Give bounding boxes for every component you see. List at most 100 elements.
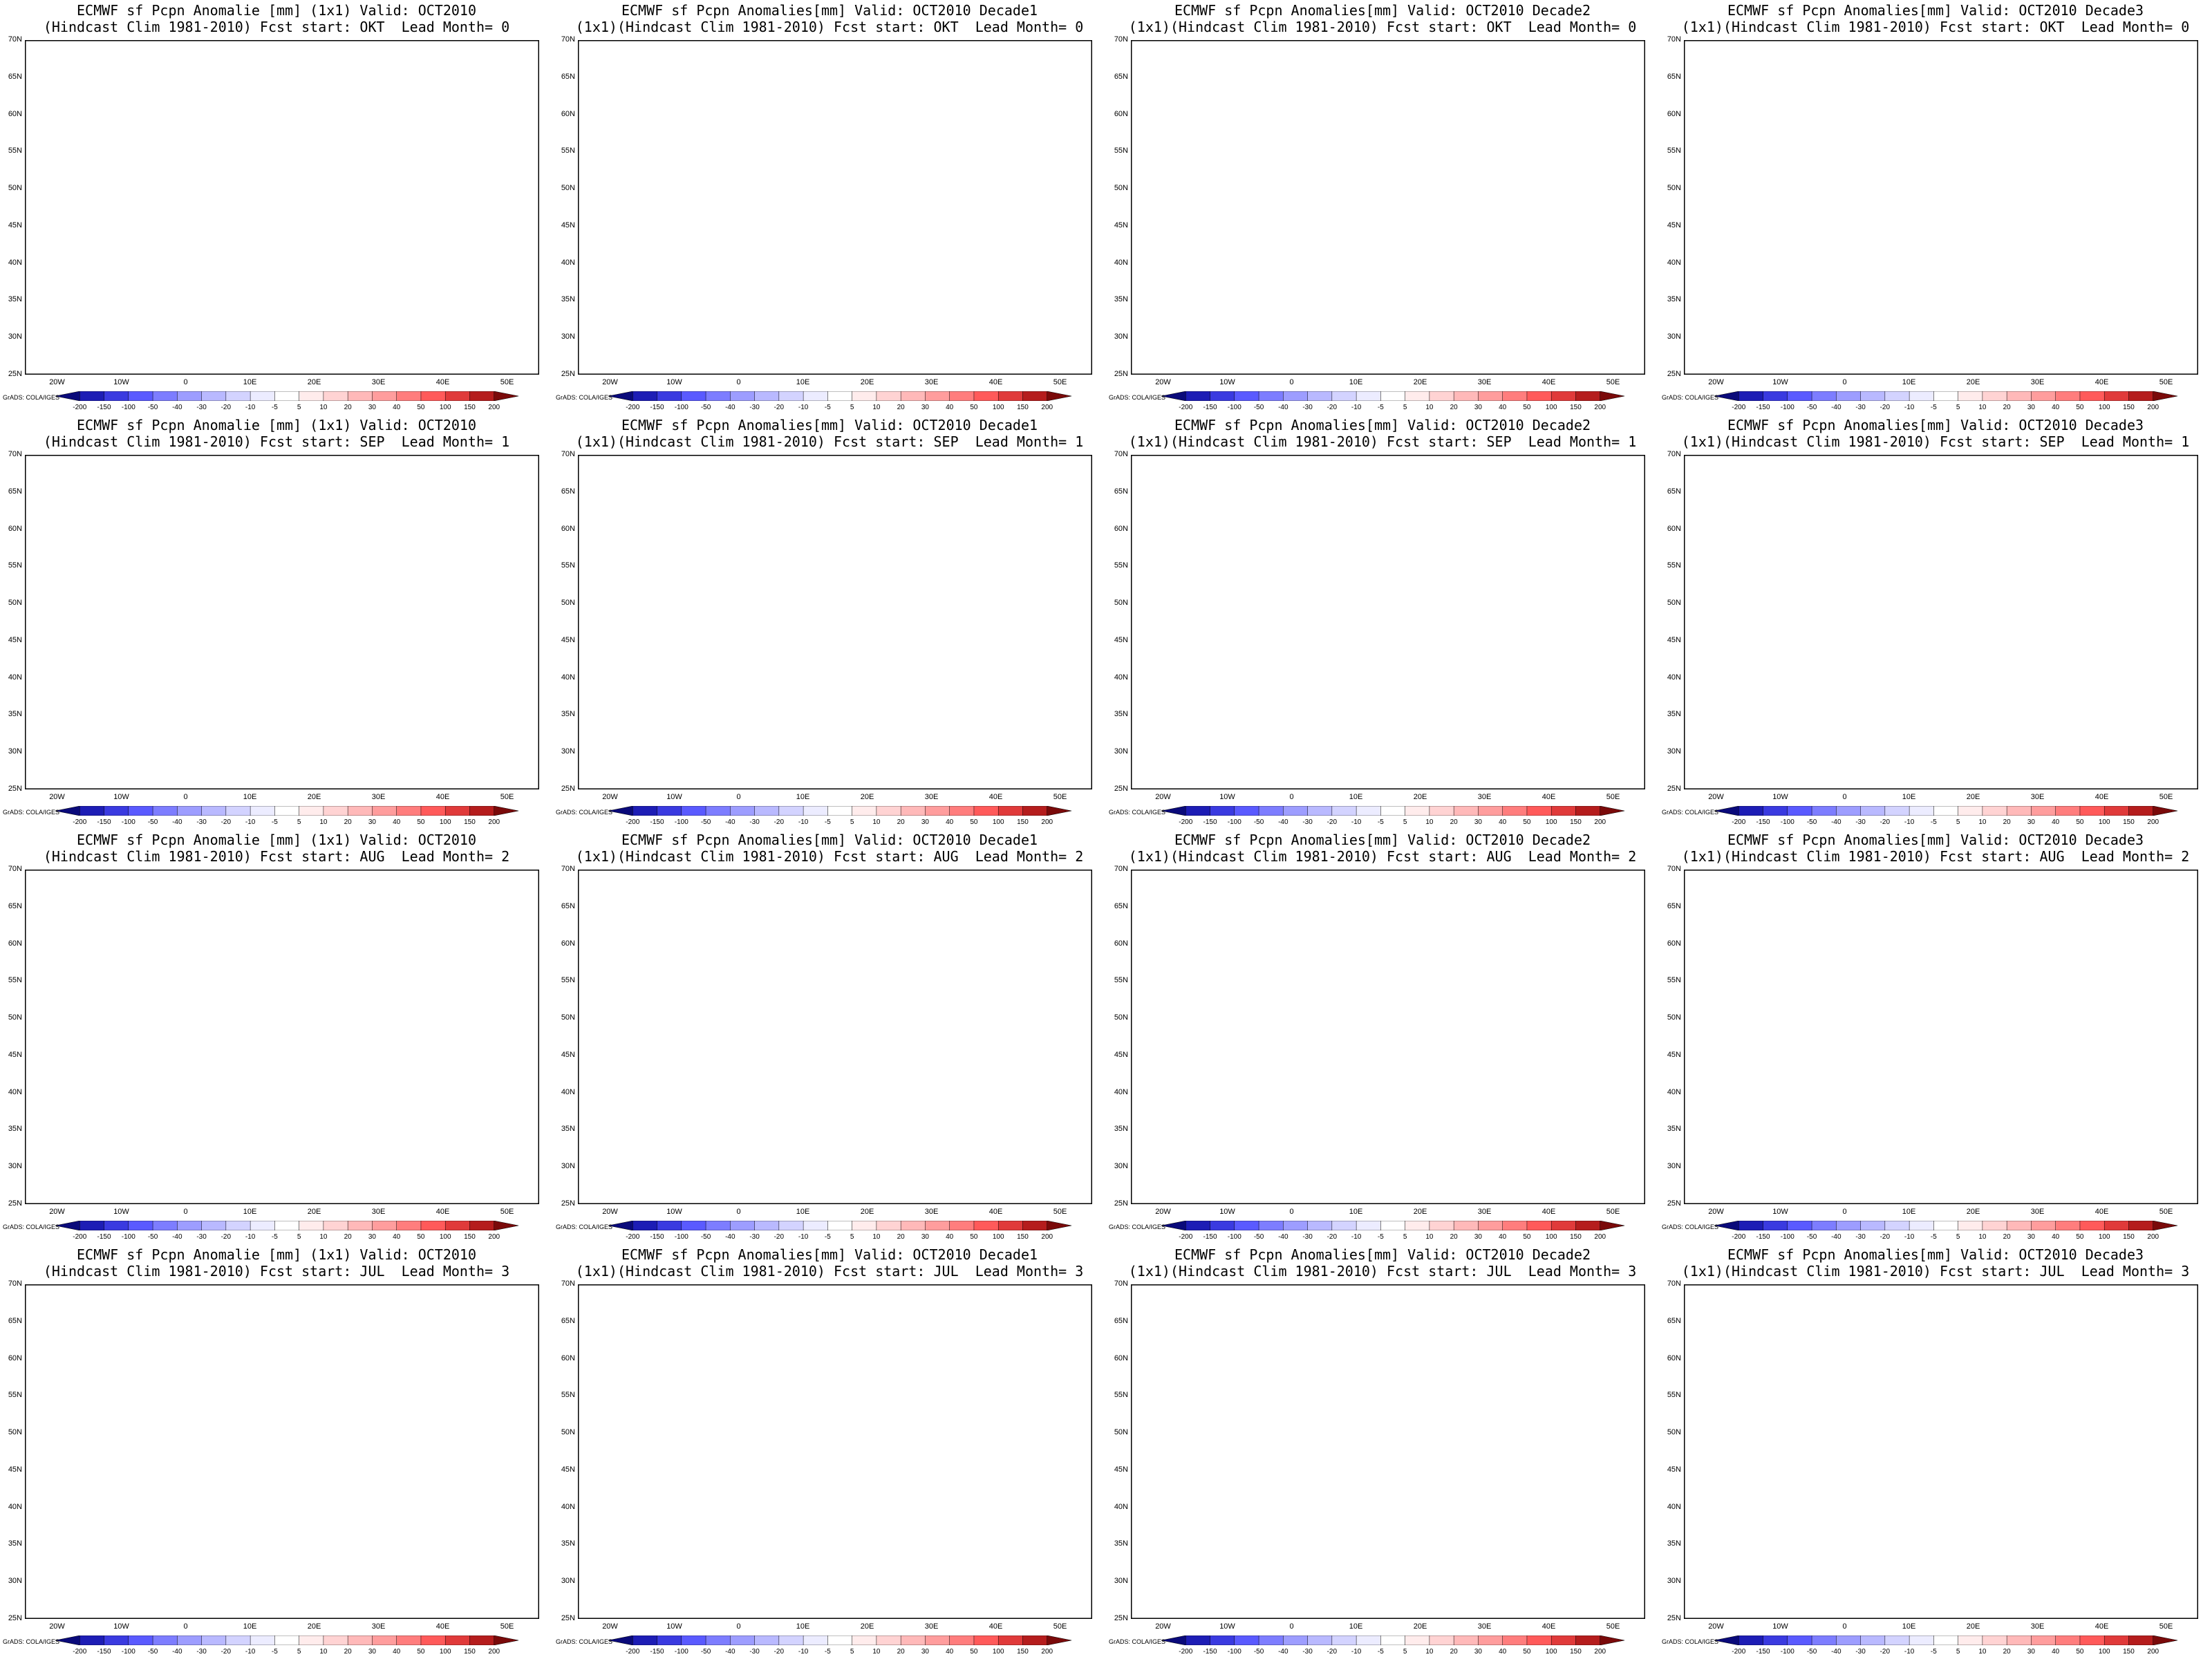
colorbar-tick-label: -100 bbox=[1227, 404, 1241, 411]
longitude-label: 20E bbox=[860, 793, 874, 801]
colorbar-swatch bbox=[2103, 391, 2130, 401]
colorbar-tick-label: -200 bbox=[1732, 1648, 1746, 1656]
panel-title: ECMWF sf Pcpn Anomalie [mm] (1x1) Valid:… bbox=[77, 1246, 476, 1263]
colorbar-tick-label: 100 bbox=[439, 1233, 451, 1241]
latitude-label: 60N bbox=[1667, 939, 1681, 948]
forecast-panel: ECMWF sf Pcpn Anomalies[mm] Valid: OCT20… bbox=[553, 830, 1106, 1244]
colorbar-tick-label: -20 bbox=[1327, 1648, 1338, 1656]
colorbar-tick-label: -100 bbox=[674, 1648, 688, 1656]
colorbar-swatch bbox=[250, 806, 276, 816]
colorbar bbox=[1161, 1221, 1624, 1230]
colorbar bbox=[55, 1635, 518, 1645]
latitude-label: 25N bbox=[561, 785, 575, 793]
latitude-label: 30N bbox=[561, 332, 575, 341]
colorbar-swatch bbox=[1550, 806, 1577, 816]
colorbar-swatch bbox=[681, 806, 706, 816]
longitude-label: 10W bbox=[1219, 378, 1235, 386]
colorbar-swatch bbox=[730, 806, 756, 816]
anomaly-map bbox=[1684, 870, 2198, 1204]
longitude-label: 20E bbox=[1966, 1208, 1980, 1216]
colorbar-tick-label: 50 bbox=[1523, 1233, 1531, 1241]
colorbar-swatch bbox=[632, 391, 658, 401]
latitude-label: 50N bbox=[8, 1428, 22, 1437]
colorbar-tick-label: -10 bbox=[245, 818, 256, 826]
colorbar-swatch bbox=[347, 391, 373, 401]
colorbar-tick-label: -30 bbox=[1302, 404, 1313, 411]
colorbar-swatch bbox=[420, 806, 446, 816]
colorbar-swatch bbox=[1811, 806, 1837, 816]
longitude-label: 10E bbox=[796, 793, 810, 801]
latitude-label: 40N bbox=[1114, 1502, 1128, 1511]
longitude-label: 30E bbox=[2030, 793, 2045, 801]
longitude-label: 50E bbox=[1053, 1208, 1067, 1216]
colorbar-tick-label: 30 bbox=[2027, 1648, 2035, 1656]
colorbar-tick-label: -5 bbox=[1377, 1648, 1384, 1656]
colorbar-swatch bbox=[1738, 806, 1764, 816]
latitude-label: 55N bbox=[1667, 1391, 1681, 1400]
colorbar-tick-label: 200 bbox=[1594, 1233, 1606, 1241]
colorbar-tick-label: -40 bbox=[172, 404, 182, 411]
colorbar-swatch bbox=[705, 391, 731, 401]
colorbar-swatch bbox=[420, 391, 446, 401]
longitude-label: 40E bbox=[1541, 793, 1556, 801]
longitude-label: 20W bbox=[602, 1208, 618, 1216]
longitude-label: 50E bbox=[2159, 793, 2173, 801]
colorbar-tick-label: -40 bbox=[725, 404, 735, 411]
colorbar-tick-label: 20 bbox=[2003, 404, 2011, 411]
colorbar-swatch bbox=[827, 806, 853, 816]
longitude-label: 40E bbox=[988, 1208, 1003, 1216]
colorbar-tick-label: -150 bbox=[650, 404, 664, 411]
colorbar-tick-label: 150 bbox=[464, 1233, 476, 1241]
latitude-label: 55N bbox=[561, 976, 575, 985]
latitude-label: 40N bbox=[1667, 673, 1681, 682]
colorbar-swatch bbox=[79, 1221, 105, 1230]
colorbar-swatch bbox=[1575, 1635, 1601, 1645]
latitude-label: 50N bbox=[561, 1013, 575, 1022]
latitude-label: 65N bbox=[8, 1316, 22, 1325]
colorbar-tick-label: 20 bbox=[344, 818, 352, 826]
longitude-label: 40E bbox=[435, 1622, 450, 1631]
latitude-label: 30N bbox=[1114, 332, 1128, 341]
latitude-label: 55N bbox=[561, 1391, 575, 1400]
colorbar-tick-label: -5 bbox=[824, 1648, 831, 1656]
panel-subtitle: (Hindcast Clim 1981-2010) Fcst start: JU… bbox=[43, 1263, 510, 1280]
colorbar-tick-label: 40 bbox=[1499, 1648, 1507, 1656]
colorbar-tick-label: 100 bbox=[2098, 1233, 2110, 1241]
colorbar-tick-label: 50 bbox=[1523, 1648, 1531, 1656]
colorbar-tick-label: 5 bbox=[1956, 404, 1960, 411]
colorbar-swatch bbox=[1763, 391, 1788, 401]
latitude-label: 70N bbox=[8, 865, 22, 873]
latitude-label: 40N bbox=[561, 1087, 575, 1096]
colorbar-tick-label: -40 bbox=[1278, 1648, 1288, 1656]
colorbar-tick-label: 200 bbox=[488, 818, 500, 826]
forecast-panel: ECMWF sf Pcpn Anomalies[mm] Valid: OCT20… bbox=[1659, 830, 2212, 1244]
latitude-label: 70N bbox=[561, 450, 575, 458]
longitude-label: 10E bbox=[1902, 1622, 1916, 1631]
latitude-label: 40N bbox=[1114, 258, 1128, 267]
forecast-panel: ECMWF sf Pcpn Anomalie [mm] (1x1) Valid:… bbox=[0, 415, 553, 830]
anomaly-map bbox=[1131, 455, 1645, 789]
grads-credit: GrADS: COLA/IGES bbox=[556, 1224, 613, 1230]
colorbar-swatch bbox=[2055, 806, 2081, 816]
colorbar-tick-label: -10 bbox=[798, 1648, 809, 1656]
longitude-label: 20W bbox=[1155, 378, 1171, 386]
longitude-label: 0 bbox=[1289, 378, 1294, 386]
latitude-label: 65N bbox=[561, 72, 575, 81]
latitude-label: 70N bbox=[8, 35, 22, 44]
colorbar-swatch bbox=[1258, 1635, 1284, 1645]
colorbar-swatch bbox=[1502, 391, 1528, 401]
colorbar-tick-label: -20 bbox=[221, 404, 232, 411]
colorbar-tick-label: 30 bbox=[368, 404, 376, 411]
colorbar-swatch bbox=[657, 391, 682, 401]
colorbar-tick-label: 30 bbox=[1474, 818, 1482, 826]
latitude-label: 25N bbox=[8, 1199, 22, 1208]
longitude-label: 50E bbox=[1053, 378, 1067, 386]
colorbar-tick-label: 5 bbox=[1403, 404, 1407, 411]
colorbar-tick-label: -150 bbox=[97, 404, 111, 411]
colorbar-tick-label: 40 bbox=[393, 1233, 401, 1241]
latitude-label: 55N bbox=[1114, 147, 1128, 156]
panel-subtitle: (Hindcast Clim 1981-2010) Fcst start: AU… bbox=[43, 848, 510, 865]
longitude-label: 0 bbox=[736, 793, 741, 801]
latitude-label: 70N bbox=[1667, 450, 1681, 458]
grads-credit: GrADS: COLA/IGES bbox=[556, 809, 613, 816]
